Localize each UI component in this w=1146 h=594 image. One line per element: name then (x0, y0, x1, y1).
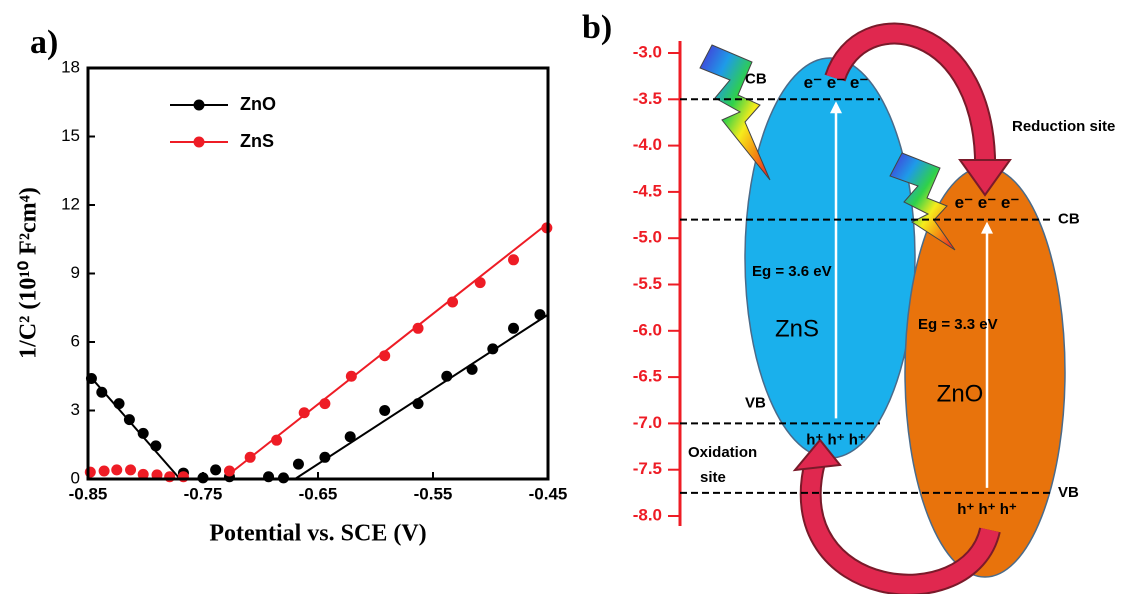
data-point (441, 370, 453, 382)
band-gap-label: Eg = 3.3 eV (918, 316, 998, 333)
data-point (150, 440, 162, 452)
data-point (113, 398, 125, 410)
y-tick-label: 9 (71, 263, 80, 282)
holes: h⁺ h⁺ h⁺ (806, 431, 866, 448)
panel-label: a) (30, 24, 58, 61)
x-tick-label: -0.75 (184, 484, 223, 503)
y-tick-label: -7.0 (633, 413, 662, 432)
data-point (379, 350, 391, 362)
y-tick-label: -4.0 (633, 135, 662, 154)
arrowhead (958, 159, 1012, 197)
data-point (84, 466, 96, 478)
data-point (244, 451, 256, 463)
electrons: e⁻ e⁻ e⁻ (955, 193, 1020, 212)
data-point (412, 322, 424, 334)
holes: h⁺ h⁺ h⁺ (957, 501, 1017, 518)
legend-label: ZnO (240, 94, 276, 114)
y-tick-label: -6.5 (633, 367, 662, 386)
data-point (96, 386, 108, 398)
light-bolt (889, 152, 956, 251)
arrowhead (830, 101, 842, 114)
reduction-label: Reduction site (1012, 118, 1115, 135)
material-label: ZnO (937, 380, 984, 407)
bands (744, 57, 1066, 578)
data-point (271, 434, 283, 446)
reduction-arrow (826, 24, 995, 176)
electrons: e⁻ e⁻ e⁻ (804, 73, 869, 92)
vb-label: VB (745, 394, 766, 411)
data-point (263, 471, 275, 483)
y-tick-label: -5.0 (633, 228, 662, 247)
legend-marker (193, 99, 205, 111)
data-point (447, 296, 459, 308)
data-point (177, 471, 189, 483)
y-tick-label: 0 (71, 468, 80, 487)
data-point (412, 398, 424, 410)
oxidation-label: site (700, 469, 726, 486)
data-point (298, 407, 310, 419)
data-point (98, 465, 110, 477)
data-point (319, 398, 331, 410)
data-point (534, 309, 546, 321)
data-point (508, 322, 519, 334)
data-point (345, 370, 357, 382)
x-tick-label: -0.85 (69, 484, 108, 503)
oxidation-label: Oxidation (688, 444, 757, 461)
x-tick-label: -0.55 (414, 484, 453, 503)
data-point (319, 451, 331, 463)
y-tick-label: 18 (61, 57, 80, 76)
light-bolt (699, 44, 771, 181)
x-tick-label: -0.45 (529, 484, 568, 503)
panel-b: b) Reduction site Oxidation site -3.0 -3.… (582, 9, 1115, 594)
data-point (164, 471, 176, 483)
arrowhead (792, 438, 842, 472)
panel-a: a) Potential vs. SCE (V) 1/C² (10¹⁰ F²cm… (16, 24, 568, 547)
data-point (379, 405, 391, 416)
y-tick-label: -3.0 (633, 42, 662, 61)
legend-marker (193, 136, 205, 148)
y-tick-label: -8.0 (633, 505, 662, 524)
arrowhead (981, 221, 993, 234)
data-point (344, 431, 356, 443)
cb-label: CB (745, 70, 767, 87)
data-point (210, 464, 222, 476)
data-point (123, 414, 135, 426)
x-axis-label: Potential vs. SCE (V) (209, 521, 426, 547)
material-label: ZnS (775, 315, 819, 342)
data-point (223, 465, 235, 477)
semiconductor (744, 57, 916, 459)
fit-line (231, 222, 549, 473)
cb-label: CB (1058, 211, 1080, 228)
y-tick-label: -4.5 (633, 181, 662, 200)
vb-label: VB (1058, 484, 1079, 501)
y-tick-label: -5.5 (633, 274, 662, 293)
y-axis-label: 1/C² (10¹⁰ F²cm⁴) (16, 187, 42, 359)
plot-frame (86, 66, 550, 481)
panel-label: b) (582, 9, 612, 46)
y-tick-label: 15 (61, 126, 80, 145)
data-point (292, 458, 304, 470)
x-tick-label: -0.65 (299, 484, 338, 503)
data-point (137, 427, 149, 439)
data-point (474, 277, 486, 289)
data-point (487, 343, 499, 355)
band-gap-label: Eg = 3.6 eV (752, 263, 832, 280)
y-tick-label: 6 (71, 331, 80, 350)
y-tick-label: -3.5 (633, 89, 662, 108)
data-point (111, 464, 123, 476)
y-tick-label: -7.5 (633, 459, 662, 478)
data-point (508, 254, 519, 266)
y-tick-label: 3 (71, 400, 80, 419)
data-point (137, 468, 149, 480)
oxidation-arrow (801, 459, 999, 594)
data-point (125, 464, 137, 476)
legend-label: ZnS (240, 131, 274, 151)
data-point (466, 363, 478, 375)
y-tick-label: -6.0 (633, 320, 662, 339)
fit-line (87, 313, 549, 480)
y-tick-label: 12 (61, 194, 80, 213)
